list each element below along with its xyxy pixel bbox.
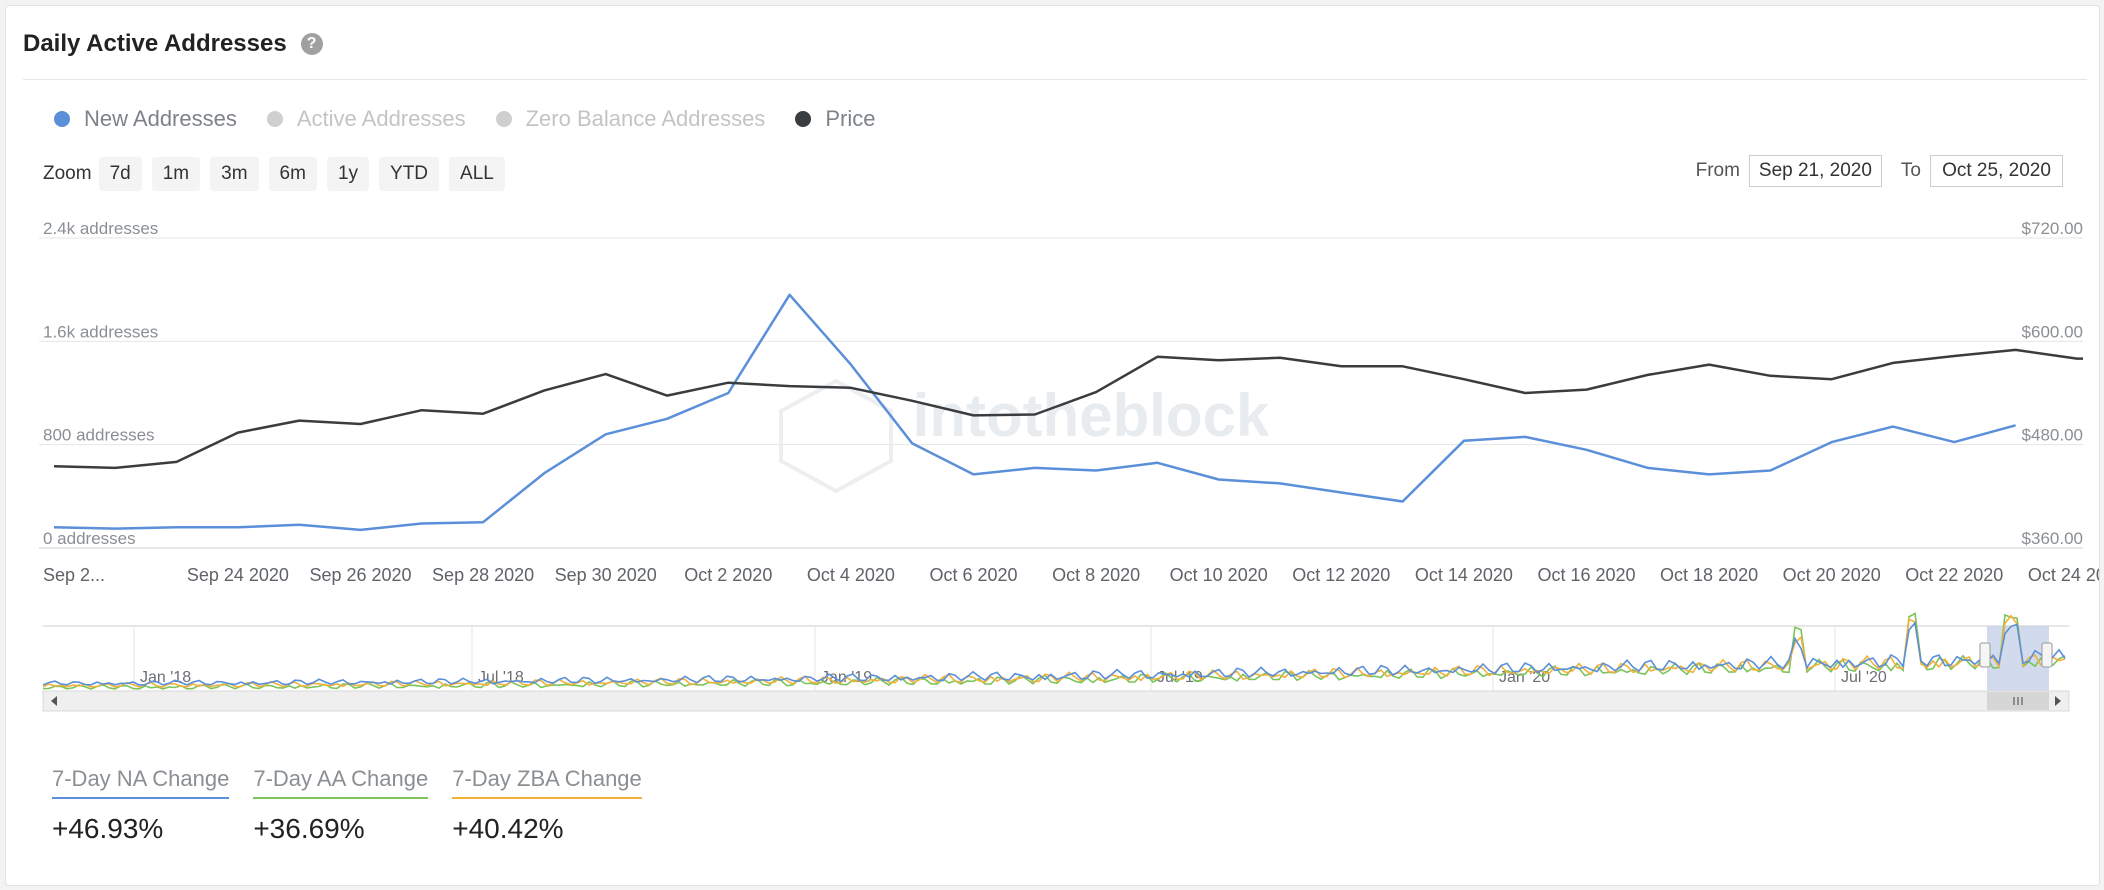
zoom-7d-button[interactable]: 7d (98, 157, 142, 191)
to-label: To (1900, 160, 1921, 181)
scroll-left-arrow-icon (51, 696, 57, 706)
x-tick-label: Oct 16 2020 (1537, 565, 1635, 585)
legend-item-price[interactable]: Price (795, 106, 875, 132)
x-tick-label: Sep 26 2020 (309, 565, 411, 585)
x-tick-label: Oct 20 2020 (1783, 565, 1881, 585)
legend-dot (266, 111, 283, 127)
legend-item-zero-balance-addresses[interactable]: Zero Balance Addresses (495, 106, 766, 132)
zoom-6m-button[interactable]: 6m (268, 157, 317, 191)
metric-na-change: 7-Day NA Change +46.93% (52, 766, 230, 845)
legend-label: New Addresses (84, 106, 237, 131)
y-right-tick-label: $360.00 (2022, 529, 2083, 548)
zoom-ytd-button[interactable]: YTD (379, 157, 440, 191)
navigator-handle (2041, 642, 2053, 668)
metric-label: 7-Day AA Change (253, 766, 429, 799)
x-tick-label: Oct 22 2020 (1905, 565, 2003, 585)
zoom-1y-button[interactable]: 1y (326, 157, 370, 191)
navigator-scrollbar-track (42, 690, 2070, 712)
main-chart[interactable]: 0 addresses $360.00 800 addresses $480.00 1.… (6, 6, 2099, 726)
navigator-series-line (42, 612, 2066, 690)
price-line (53, 348, 2083, 470)
x-tick-label: Oct 14 2020 (1415, 565, 1513, 585)
y-right-tick-label: $720.00 (2022, 219, 2083, 238)
card-header: Daily Active Addresses ? (23, 30, 323, 58)
x-tick-label: Oct 6 2020 (929, 565, 1017, 585)
zoom-controls: Zoom 7d 1m 3m 6m 1y YTD ALL (43, 157, 515, 191)
x-tick-label: Oct 24 2020 (2028, 565, 2099, 585)
zoom-label: Zoom (43, 163, 92, 184)
to-date-input[interactable]: Oct 25, 2020 (1930, 155, 2063, 187)
navigator-series-line (42, 621, 2066, 686)
x-tick-label: Sep 2... (43, 565, 105, 585)
zoom-3m-button[interactable]: 3m (210, 157, 259, 191)
zoom-1m-button[interactable]: 1m (151, 157, 201, 191)
card-title: Daily Active Addresses (23, 30, 287, 57)
question-circle-icon[interactable]: ? (300, 33, 323, 55)
metric-value: +36.69% (253, 813, 365, 844)
from-date-input[interactable]: Sep 21, 2020 (1748, 155, 1882, 187)
new-addresses-line (53, 293, 2016, 532)
legend-item-active-addresses[interactable]: Active Addresses (266, 106, 466, 132)
legend-label: Price (825, 106, 876, 131)
from-label: From (1695, 160, 1740, 181)
metric-value: +46.93% (52, 813, 164, 844)
y-left-tick-label: 2.4k addresses (43, 219, 158, 238)
y-left-tick-label: 0 addresses (43, 529, 136, 548)
x-tick-label: Oct 8 2020 (1052, 565, 1140, 585)
legend-dot (795, 111, 812, 127)
x-tick-label: Sep 30 2020 (555, 565, 657, 585)
x-tick-label: Oct 18 2020 (1660, 565, 1758, 585)
watermark: intotheblock (913, 382, 1270, 449)
daily-active-addresses-card: Daily Active Addresses ? New Addresses A… (5, 5, 2100, 886)
y-right-tick-label: $480.00 (2022, 426, 2083, 445)
scroll-right-arrow-icon (2055, 696, 2061, 706)
y-right-tick-label: $600.00 (2022, 322, 2083, 341)
date-range-selector: From Sep 21, 2020 To Oct 25, 2020 (1696, 155, 2063, 187)
navigator-selection-window (1987, 626, 2049, 691)
legend-label: Zero Balance Addresses (525, 106, 766, 131)
legend-label: Active Addresses (296, 106, 466, 131)
zoom-all-button[interactable]: ALL (449, 157, 505, 191)
header-divider (23, 79, 2087, 80)
x-tick-label: Oct 12 2020 (1292, 565, 1390, 585)
metric-label: 7-Day ZBA Change (452, 766, 642, 799)
legend-dot (54, 111, 70, 127)
y-left-tick-label: 1.6k addresses (43, 322, 158, 341)
navigator-tick-label: Jul '20 (1841, 669, 1887, 686)
x-tick-label: Oct 2 2020 (684, 565, 772, 585)
chart-legend: New Addresses Active Addresses Zero Bala… (54, 106, 905, 132)
metric-value: +40.42% (452, 813, 564, 844)
x-tick-label: Sep 24 2020 (187, 565, 289, 585)
legend-item-new-addresses[interactable]: New Addresses (54, 106, 237, 132)
legend-dot (495, 111, 512, 127)
y-left-tick-label: 800 addresses (43, 426, 155, 445)
navigator-handle (1979, 642, 1991, 668)
metric-aa-change: 7-Day AA Change +36.69% (253, 766, 429, 845)
metric-label: 7-Day NA Change (52, 766, 230, 799)
x-tick-label: Sep 28 2020 (432, 565, 534, 585)
metrics-summary: 7-Day NA Change +46.93% 7-Day AA Change … (52, 766, 666, 845)
watermark-logo-icon (779, 378, 893, 494)
navigator-series-line (42, 614, 2066, 688)
metric-zba-change: 7-Day ZBA Change +40.42% (452, 766, 642, 845)
x-tick-label: Oct 4 2020 (807, 565, 895, 585)
x-tick-label: Oct 10 2020 (1170, 565, 1268, 585)
